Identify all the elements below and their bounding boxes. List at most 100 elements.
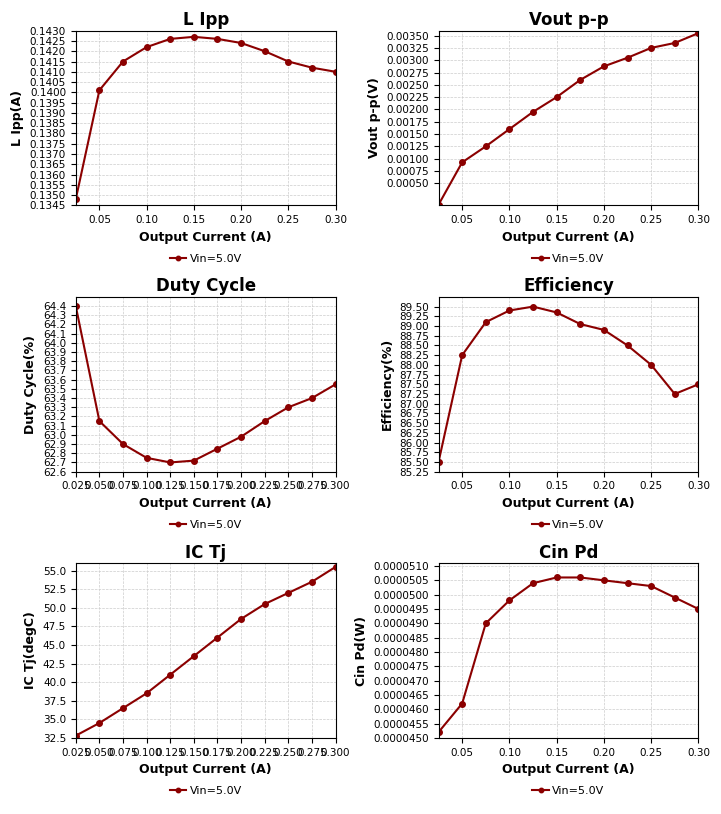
Vin=5.0V <box>166 457 174 467</box>
Vin=5.0V <box>260 416 269 426</box>
Legend: Vin=5.0V: Vin=5.0V <box>165 782 247 801</box>
Vin=5.0V <box>482 619 490 628</box>
Vin=5.0V <box>694 379 703 389</box>
X-axis label: Output Current (A): Output Current (A) <box>502 497 634 510</box>
Title: Duty Cycle: Duty Cycle <box>156 278 256 295</box>
Vin=5.0V <box>284 402 293 412</box>
Vin=5.0V <box>505 596 514 606</box>
Vin=5.0V <box>458 157 466 167</box>
Legend: Vin=5.0V: Vin=5.0V <box>528 782 609 801</box>
Vin=5.0V <box>213 34 222 44</box>
Vin=5.0V <box>71 301 80 311</box>
Vin=5.0V <box>647 360 655 370</box>
Vin=5.0V <box>119 440 128 449</box>
Vin=5.0V <box>71 195 80 204</box>
Legend: Vin=5.0V: Vin=5.0V <box>528 515 609 535</box>
Vin=5.0V <box>71 731 80 741</box>
Vin=5.0V <box>190 651 198 661</box>
Vin=5.0V <box>694 28 703 38</box>
Vin=5.0V <box>671 593 679 602</box>
Legend: Vin=5.0V: Vin=5.0V <box>165 249 247 269</box>
Vin=5.0V <box>190 456 198 466</box>
Vin=5.0V <box>458 698 466 708</box>
Vin=5.0V <box>166 670 174 680</box>
Vin=5.0V <box>623 340 632 350</box>
X-axis label: Output Current (A): Output Current (A) <box>502 230 634 243</box>
Vin=5.0V <box>119 57 128 67</box>
Vin=5.0V <box>576 572 585 582</box>
Vin=5.0V <box>505 305 514 315</box>
Line: Vin=5.0V: Vin=5.0V <box>73 34 338 202</box>
Y-axis label: L Ipp(A): L Ipp(A) <box>11 90 24 146</box>
Vin=5.0V <box>623 578 632 588</box>
Vin=5.0V <box>166 34 174 44</box>
Vin=5.0V <box>434 457 443 466</box>
Vin=5.0V <box>434 727 443 737</box>
Line: Vin=5.0V: Vin=5.0V <box>73 304 338 466</box>
Vin=5.0V <box>482 317 490 327</box>
Vin=5.0V <box>308 393 317 403</box>
Vin=5.0V <box>213 632 222 642</box>
Vin=5.0V <box>458 350 466 360</box>
Line: Vin=5.0V: Vin=5.0V <box>435 30 701 208</box>
Vin=5.0V <box>647 43 655 53</box>
Vin=5.0V <box>576 75 585 85</box>
Vin=5.0V <box>694 604 703 614</box>
Vin=5.0V <box>671 389 679 399</box>
Vin=5.0V <box>308 63 317 72</box>
Vin=5.0V <box>600 62 609 72</box>
Vin=5.0V <box>600 575 609 585</box>
Vin=5.0V <box>119 703 128 713</box>
Line: Vin=5.0V: Vin=5.0V <box>435 575 701 735</box>
Title: Cin Pd: Cin Pd <box>539 544 598 562</box>
Vin=5.0V <box>236 431 245 441</box>
Vin=5.0V <box>95 718 104 728</box>
Vin=5.0V <box>552 308 561 317</box>
Line: Vin=5.0V: Vin=5.0V <box>73 564 338 738</box>
Vin=5.0V <box>576 319 585 329</box>
Vin=5.0V <box>142 42 151 52</box>
Vin=5.0V <box>284 57 293 67</box>
Y-axis label: Vout p-p(V): Vout p-p(V) <box>368 77 381 159</box>
Vin=5.0V <box>213 444 222 453</box>
Vin=5.0V <box>482 142 490 151</box>
Vin=5.0V <box>434 199 443 209</box>
X-axis label: Output Current (A): Output Current (A) <box>502 764 634 777</box>
Vin=5.0V <box>528 107 537 116</box>
X-axis label: Output Current (A): Output Current (A) <box>139 230 272 243</box>
Title: L Ipp: L Ipp <box>182 11 229 29</box>
Y-axis label: IC Tj(degC): IC Tj(degC) <box>25 611 37 689</box>
Vin=5.0V <box>260 46 269 56</box>
Title: Efficiency: Efficiency <box>523 278 614 295</box>
Vin=5.0V <box>505 125 514 134</box>
Vin=5.0V <box>647 581 655 591</box>
Vin=5.0V <box>331 379 340 389</box>
Vin=5.0V <box>671 38 679 48</box>
Title: IC Tj: IC Tj <box>185 544 226 562</box>
Vin=5.0V <box>308 577 317 587</box>
Vin=5.0V <box>95 85 104 95</box>
Line: Vin=5.0V: Vin=5.0V <box>435 304 701 465</box>
Vin=5.0V <box>142 453 151 462</box>
Title: Vout p-p: Vout p-p <box>528 11 609 29</box>
Vin=5.0V <box>190 32 198 42</box>
Vin=5.0V <box>623 53 632 63</box>
Y-axis label: Duty Cycle(%): Duty Cycle(%) <box>25 335 37 434</box>
Vin=5.0V <box>528 302 537 312</box>
Y-axis label: Efficiency(%): Efficiency(%) <box>381 338 394 431</box>
Vin=5.0V <box>600 325 609 335</box>
Legend: Vin=5.0V: Vin=5.0V <box>165 515 247 535</box>
Vin=5.0V <box>95 416 104 426</box>
Vin=5.0V <box>528 578 537 588</box>
Vin=5.0V <box>552 572 561 582</box>
Vin=5.0V <box>236 614 245 624</box>
X-axis label: Output Current (A): Output Current (A) <box>139 497 272 510</box>
X-axis label: Output Current (A): Output Current (A) <box>139 764 272 777</box>
Vin=5.0V <box>284 588 293 597</box>
Vin=5.0V <box>260 599 269 609</box>
Vin=5.0V <box>331 67 340 77</box>
Y-axis label: Cin Pd(W): Cin Pd(W) <box>355 615 368 685</box>
Vin=5.0V <box>331 562 340 571</box>
Vin=5.0V <box>142 689 151 698</box>
Vin=5.0V <box>552 92 561 102</box>
